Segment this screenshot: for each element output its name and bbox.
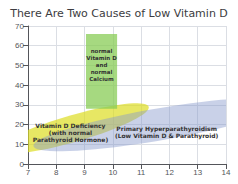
svg-text:There Are Two Causes of Low Vi: There Are Two Causes of Low Vitamin D — [9, 7, 228, 20]
svg-text:40: 40 — [15, 81, 24, 90]
svg-text:9: 9 — [82, 168, 87, 177]
svg-text:11: 11 — [137, 168, 146, 177]
svg-text:14: 14 — [222, 168, 231, 177]
svg-text:10: 10 — [108, 168, 117, 177]
svg-text:(with normal: (with normal — [49, 129, 92, 136]
svg-text:20: 20 — [15, 120, 24, 129]
svg-text:Calcium: Calcium — [89, 76, 114, 82]
svg-text:12: 12 — [165, 168, 174, 177]
svg-text:Primary Hyperparathyroidism: Primary Hyperparathyroidism — [116, 125, 217, 133]
svg-text:normal: normal — [91, 48, 113, 54]
svg-text:7: 7 — [26, 168, 31, 177]
svg-text:normal: normal — [91, 69, 113, 75]
svg-text:0: 0 — [20, 160, 25, 169]
svg-text:and: and — [96, 62, 108, 68]
svg-text:70: 70 — [15, 22, 24, 31]
svg-text:13: 13 — [193, 168, 202, 177]
svg-text:50: 50 — [15, 61, 24, 70]
svg-text:Vitamin D: Vitamin D — [86, 55, 117, 61]
svg-text:10: 10 — [15, 140, 24, 149]
svg-text:8: 8 — [54, 168, 59, 177]
svg-text:60: 60 — [15, 41, 24, 50]
svg-text:Vitamin D Deficiency: Vitamin D Deficiency — [35, 122, 106, 129]
svg-text:30: 30 — [15, 100, 24, 109]
svg-text:(Low Vitamin D & Parathyroid): (Low Vitamin D & Parathyroid) — [115, 132, 219, 140]
svg-text:Parathyroid Hormone): Parathyroid Hormone) — [33, 136, 109, 144]
